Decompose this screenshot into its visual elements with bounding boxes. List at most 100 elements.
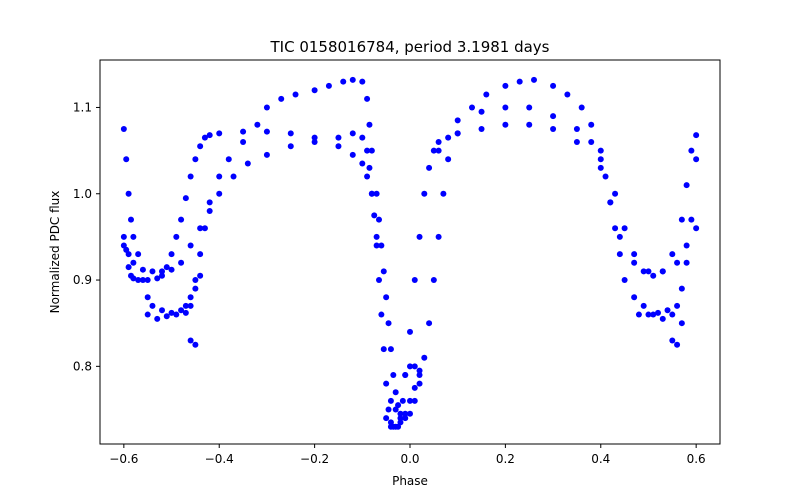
data-point [187, 337, 194, 344]
data-point [206, 199, 213, 206]
data-point [216, 190, 223, 197]
data-point [531, 76, 537, 83]
data-point [612, 225, 619, 232]
data-point [392, 423, 399, 430]
data-point [311, 134, 318, 141]
data-point [366, 164, 373, 171]
data-point [325, 82, 332, 89]
data-point [154, 275, 161, 282]
data-point [573, 138, 580, 145]
data-point [416, 380, 423, 387]
data-point [550, 126, 557, 133]
data-point [368, 147, 375, 154]
data-point [688, 147, 695, 154]
data-point [125, 251, 132, 258]
data-point [278, 95, 285, 102]
data-point [602, 173, 609, 180]
data-point [206, 132, 213, 139]
data-point [192, 277, 199, 284]
data-point [674, 302, 681, 309]
data-point [478, 126, 485, 133]
x-tick-label: 0.6 [687, 452, 706, 466]
x-axis: −0.6 −0.4 −0.2 0.0 0.2 0.4 0.6 [109, 444, 706, 466]
data-point [416, 233, 423, 240]
data-point [230, 173, 237, 180]
data-point [430, 277, 437, 284]
data-point [197, 225, 204, 232]
data-point [163, 313, 170, 320]
data-point [201, 225, 208, 232]
data-point [178, 307, 185, 314]
data-point [564, 91, 571, 98]
data-point [139, 266, 146, 273]
data-point [454, 117, 461, 124]
data-point [128, 216, 134, 223]
data-point [292, 91, 299, 98]
data-point [380, 268, 387, 275]
data-point [635, 311, 642, 318]
data-point [123, 156, 130, 163]
data-point [349, 76, 356, 83]
data-point [192, 156, 199, 163]
data-point [397, 419, 404, 426]
data-point [678, 216, 685, 223]
data-point [373, 242, 380, 249]
data-point [683, 242, 690, 249]
data-point [206, 208, 213, 215]
data-point [130, 259, 137, 266]
data-point [407, 363, 413, 370]
data-point [445, 156, 452, 163]
y-tick-label: 1.0 [73, 187, 92, 201]
x-tick-label: 0.0 [400, 452, 419, 466]
data-point [392, 389, 399, 396]
data-point [359, 160, 366, 167]
y-tick-label: 0.9 [73, 273, 92, 287]
data-point [659, 315, 666, 322]
data-point [407, 328, 413, 335]
data-point [359, 78, 366, 85]
data-point [683, 259, 690, 266]
x-tick-label: −0.2 [300, 452, 329, 466]
data-point [173, 311, 180, 318]
data-point [376, 277, 382, 284]
x-axis-label: Phase [392, 474, 428, 488]
data-point [612, 190, 619, 197]
data-point [376, 216, 382, 223]
data-point [263, 104, 270, 111]
data-point [335, 134, 342, 141]
data-point [693, 156, 700, 163]
data-point [631, 294, 638, 301]
x-tick-label: −0.6 [109, 452, 138, 466]
data-point [502, 121, 509, 128]
data-point [240, 138, 247, 145]
data-point [435, 138, 442, 145]
data-point [674, 259, 681, 266]
data-point [445, 134, 452, 141]
data-point [416, 371, 423, 378]
data-point [385, 320, 392, 327]
data-point [349, 130, 356, 137]
data-point [621, 225, 628, 232]
data-point [655, 309, 661, 316]
data-point [573, 126, 580, 133]
data-point [688, 216, 695, 223]
data-point [402, 415, 409, 422]
data-point [390, 371, 397, 378]
data-point [597, 156, 604, 163]
data-point [366, 121, 373, 128]
data-point [197, 251, 204, 258]
data-point [440, 190, 447, 197]
x-tick-label: 0.4 [591, 452, 610, 466]
data-point [421, 354, 428, 361]
data-point [159, 307, 165, 314]
data-point [399, 397, 406, 404]
data-point [407, 410, 413, 417]
data-point [383, 380, 390, 387]
y-axis: 0.8 0.9 1.0 1.1 [73, 100, 100, 373]
data-point [387, 397, 394, 404]
data-point [149, 268, 156, 275]
data-point [240, 128, 247, 135]
data-point [349, 151, 356, 158]
y-tick-label: 1.1 [73, 100, 92, 114]
